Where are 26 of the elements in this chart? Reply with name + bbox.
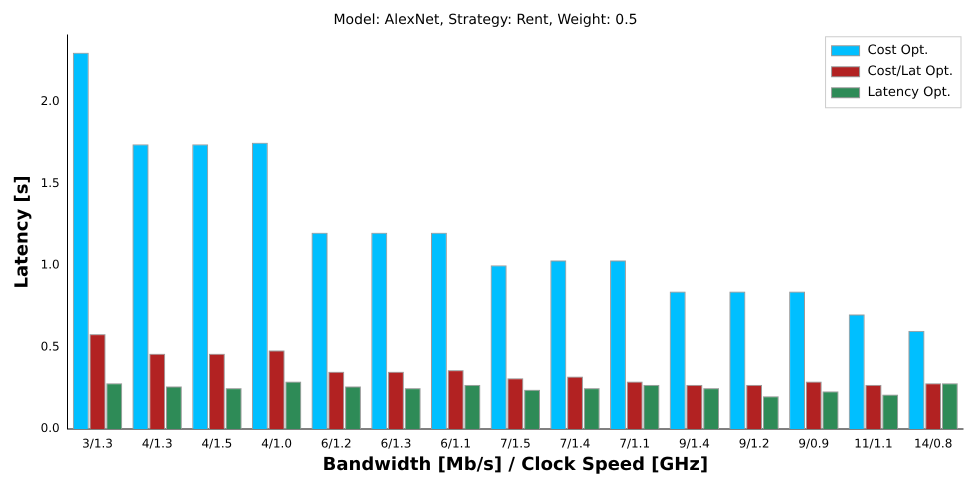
x-tick-label: 6/1.2 xyxy=(320,436,352,450)
x-tick-label: 7/1.5 xyxy=(500,436,531,450)
y-tick-label: 2.0 xyxy=(40,94,60,108)
legend-label: Cost Opt. xyxy=(868,43,928,58)
x-tick-label: 4/1.3 xyxy=(142,436,173,450)
legend-label: Latency Opt. xyxy=(868,85,951,100)
legend-label: Cost/Lat Opt. xyxy=(868,64,954,80)
y-tick-label: 0.5 xyxy=(40,339,60,354)
y-axis-title: Latency [s] xyxy=(11,175,32,288)
x-axis-title: Bandwidth [Mb/s] / Clock Speed [GHz] xyxy=(322,454,708,475)
x-tick-label: 6/1.1 xyxy=(440,436,472,450)
x-tick-label: 9/1.4 xyxy=(679,436,710,450)
x-tick-label: 7/1.4 xyxy=(560,436,590,450)
x-tick-label: 9/0.9 xyxy=(798,436,830,450)
x-tick-label: 3/1.3 xyxy=(82,436,113,450)
y-tick-label: 0.0 xyxy=(40,421,60,436)
chart-title: Model: AlexNet, Strategy: Rent, Weight: 0.5 xyxy=(333,12,638,28)
x-tick-label: 7/1.1 xyxy=(619,436,650,450)
x-tick-label: 4/1.5 xyxy=(202,436,232,450)
x-tick-label: 9/1.2 xyxy=(738,436,770,450)
y-tick-label: 1.0 xyxy=(40,258,60,272)
y-tick-label: 1.5 xyxy=(40,176,60,190)
x-tick-label: 11/1.1 xyxy=(854,436,893,450)
x-tick-label: 6/1.3 xyxy=(380,436,412,450)
x-tick-label: 14/0.8 xyxy=(914,436,952,450)
x-tick-label: 4/1.0 xyxy=(261,436,292,450)
